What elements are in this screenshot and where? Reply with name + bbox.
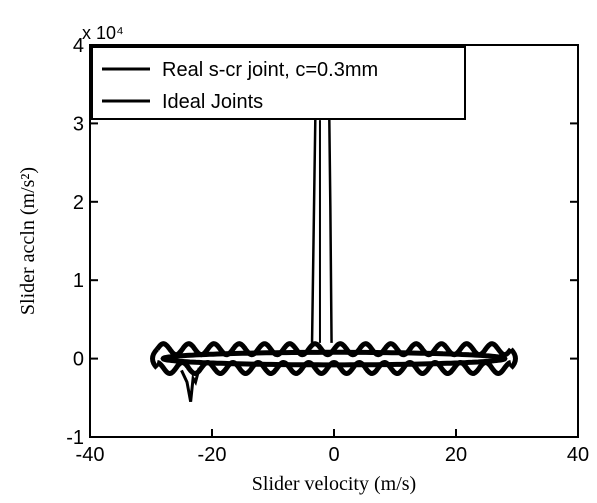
series-real-joint-negative-dip — [180, 367, 201, 402]
axes-layer: -40 -20 0 20 40 -1 0 1 2 3 4x 10⁴ Slider velocity (… — [17, 23, 589, 495]
x-tick-label: 40 — [567, 444, 589, 466]
x-tick-label: 0 — [328, 444, 339, 466]
x-tick-label: -20 — [198, 444, 227, 466]
x-tick-label: -40 — [76, 444, 105, 466]
series-real-joint-right-cap — [509, 347, 518, 370]
y-tick-label: 1 — [73, 270, 84, 292]
y-tick-label: 2 — [73, 192, 84, 214]
y-multiplier-label: x 10⁴ — [82, 23, 124, 43]
y-axis-title: Slider accln (m/s²) — [17, 167, 39, 315]
y-tick-label: -1 — [66, 427, 84, 449]
series-ideal-joints-line — [160, 349, 508, 368]
x-axis-title: Slider velocity (m/s) — [252, 473, 416, 495]
legend-label: Ideal Joints — [162, 91, 263, 113]
legend-layer: Real s-cr joint, c=0.3mm Ideal Joints — [91, 46, 466, 120]
series-real-joint-upper-branch — [155, 341, 513, 358]
series-real-joint-left-cap — [150, 347, 159, 370]
x-tick-label: 20 — [445, 444, 467, 466]
y-tick-label: 4 — [73, 35, 84, 57]
legend-box — [91, 46, 466, 120]
series-real-joint-lower-branch — [156, 359, 512, 377]
y-tick-label: 3 — [73, 113, 84, 135]
legend-label: Real s-cr joint, c=0.3mm — [162, 59, 378, 81]
y-tick-label: 0 — [73, 349, 84, 371]
